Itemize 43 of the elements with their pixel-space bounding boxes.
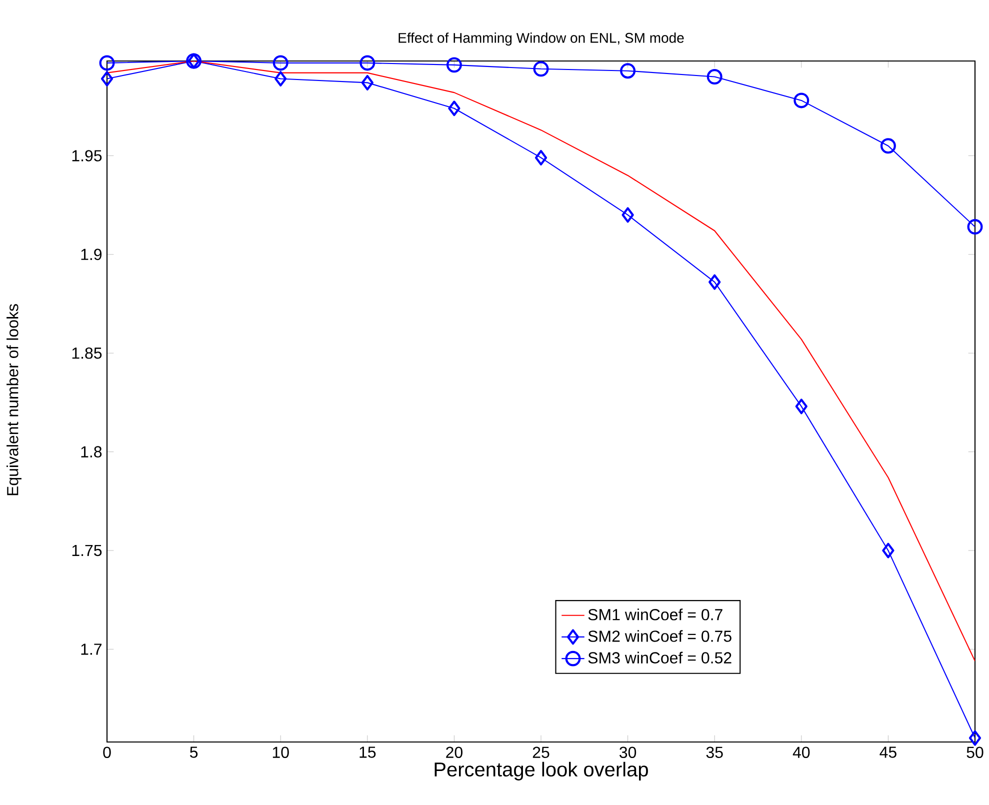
x-tick-label: 40 (792, 746, 810, 758)
x-tick-label: 10 (272, 746, 289, 758)
y-tick-label: 1.9 (81, 248, 102, 260)
legend-label: SM2 winCoef = 0.75 (588, 630, 732, 642)
x-tick-label: 0 (103, 746, 111, 758)
x-tick-label: 5 (190, 746, 198, 758)
x-tick-label: 25 (532, 746, 550, 758)
point (795, 398, 808, 414)
point (620, 63, 636, 79)
x-tick-label: 30 (620, 746, 636, 758)
point (533, 61, 549, 77)
y-tick-label: 1.8 (81, 446, 102, 458)
y-tick-label: 1.7 (81, 644, 102, 655)
legend-label: SM3 winCoef = 0.52 (588, 652, 732, 664)
point (446, 57, 462, 73)
point (361, 74, 374, 90)
point (968, 730, 982, 746)
point (880, 138, 896, 154)
point (967, 219, 983, 235)
y-tick-label: 1.75 (72, 544, 102, 556)
chart-title: Effect of Hamming Window on ENL, SM mode (398, 32, 684, 46)
point (706, 69, 722, 85)
point (360, 55, 376, 71)
point (448, 100, 460, 116)
x-axis-title: Percentage look overlap (434, 762, 648, 780)
point (99, 55, 115, 71)
y-tick-label: 1.95 (72, 150, 102, 162)
x-tick-label: 35 (706, 746, 723, 758)
y-axis-title: Equivalent number of looks (6, 304, 22, 496)
x-tick-label: 15 (360, 746, 376, 758)
point (272, 55, 288, 71)
x-tick-label: 20 (446, 746, 462, 758)
point (882, 542, 894, 558)
x-tick-label: 45 (880, 746, 896, 758)
y-tick-label: 1.85 (72, 347, 102, 359)
legend-label: SM1 winCoef = 0.7 (588, 608, 722, 620)
point (274, 71, 287, 86)
point (622, 207, 634, 223)
point (794, 92, 810, 108)
point (100, 71, 114, 86)
x-tick-label: 50 (966, 746, 984, 758)
point (708, 274, 721, 290)
point (534, 150, 548, 166)
